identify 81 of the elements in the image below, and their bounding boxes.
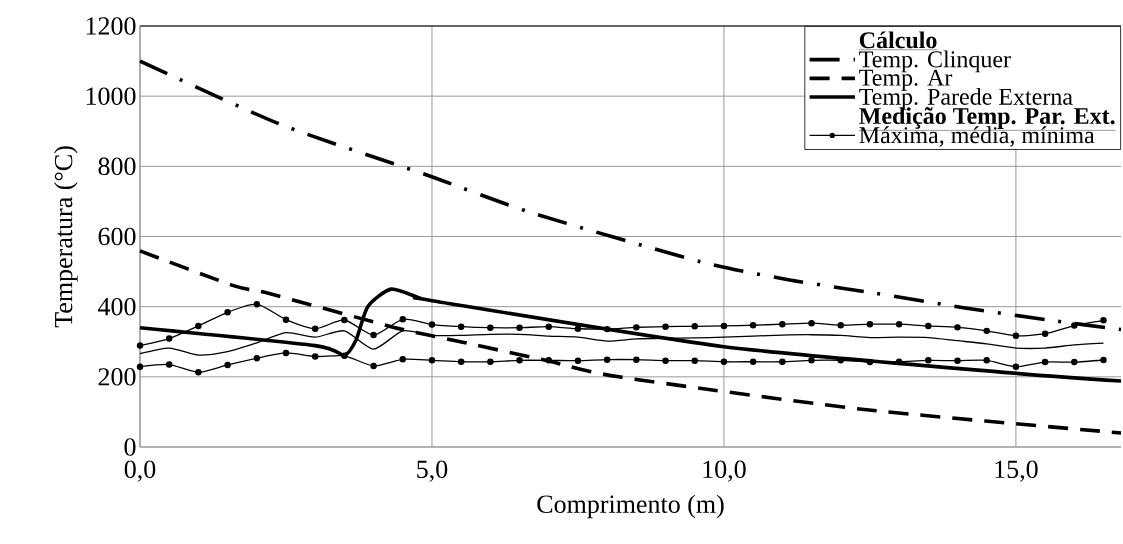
point <box>866 320 874 328</box>
point <box>1071 358 1078 366</box>
point <box>691 357 698 364</box>
point <box>983 327 990 335</box>
point <box>574 357 582 364</box>
point <box>808 319 815 327</box>
point <box>487 324 494 331</box>
point <box>195 322 202 330</box>
point <box>370 362 377 370</box>
point <box>925 357 932 364</box>
point <box>574 325 582 333</box>
y-tick-label: 1200 <box>86 17 136 35</box>
x-axis-title: Comprimento (m) <box>537 494 724 519</box>
point <box>253 300 261 308</box>
y-tick-label: 0 <box>124 438 136 456</box>
point <box>399 316 407 323</box>
x-tick-label: 10,0 <box>703 460 746 482</box>
point <box>165 335 173 342</box>
point <box>224 309 231 316</box>
point <box>662 357 669 364</box>
point <box>662 323 669 330</box>
point <box>954 357 961 364</box>
point <box>720 358 728 365</box>
point <box>136 342 144 349</box>
point <box>282 316 290 323</box>
point <box>1100 356 1107 364</box>
x-tick-label: 5,0 <box>417 460 448 482</box>
point <box>136 363 144 370</box>
x-tick-label: 0,0 <box>124 460 156 482</box>
point <box>779 358 786 365</box>
point <box>633 356 640 363</box>
point <box>253 355 261 362</box>
point <box>808 357 815 364</box>
line-series <box>138 249 1123 435</box>
point <box>603 325 611 333</box>
point <box>779 320 786 328</box>
point <box>428 357 436 364</box>
point <box>1041 358 1049 366</box>
point <box>837 322 844 329</box>
point <box>749 358 757 365</box>
point <box>224 361 231 369</box>
point <box>282 349 290 357</box>
point <box>983 357 990 364</box>
point <box>370 331 377 339</box>
point <box>925 322 932 330</box>
point <box>516 324 523 331</box>
point <box>311 353 319 360</box>
y-tick-label: 400 <box>98 297 136 316</box>
point <box>691 323 698 330</box>
point <box>341 352 348 360</box>
point <box>341 316 348 324</box>
point <box>895 320 903 328</box>
y-tick-label: 600 <box>98 227 136 246</box>
legend-title: Cálculo <box>859 31 937 49</box>
y-tick-label: 800 <box>98 157 136 176</box>
point <box>311 325 319 333</box>
point <box>487 358 494 365</box>
point <box>633 324 640 331</box>
y-axis-title: Temperatura (°C) <box>54 146 78 328</box>
point <box>954 324 961 331</box>
x-tick-label: 15,0 <box>995 460 1038 482</box>
point <box>866 358 874 366</box>
point <box>1071 322 1078 329</box>
point <box>545 357 552 364</box>
point <box>1100 317 1107 324</box>
point <box>195 369 202 376</box>
point <box>516 357 523 364</box>
y-tick-label: 200 <box>98 368 136 386</box>
point <box>165 361 173 368</box>
point <box>457 323 465 330</box>
point <box>1012 332 1020 340</box>
point <box>399 356 407 363</box>
point <box>749 322 757 329</box>
point <box>720 322 728 330</box>
point <box>457 358 465 365</box>
y-tick-label: 1000 <box>86 87 136 105</box>
point <box>603 356 611 363</box>
point <box>1012 363 1020 370</box>
point <box>428 321 436 328</box>
point <box>545 323 552 330</box>
point <box>1041 330 1049 337</box>
